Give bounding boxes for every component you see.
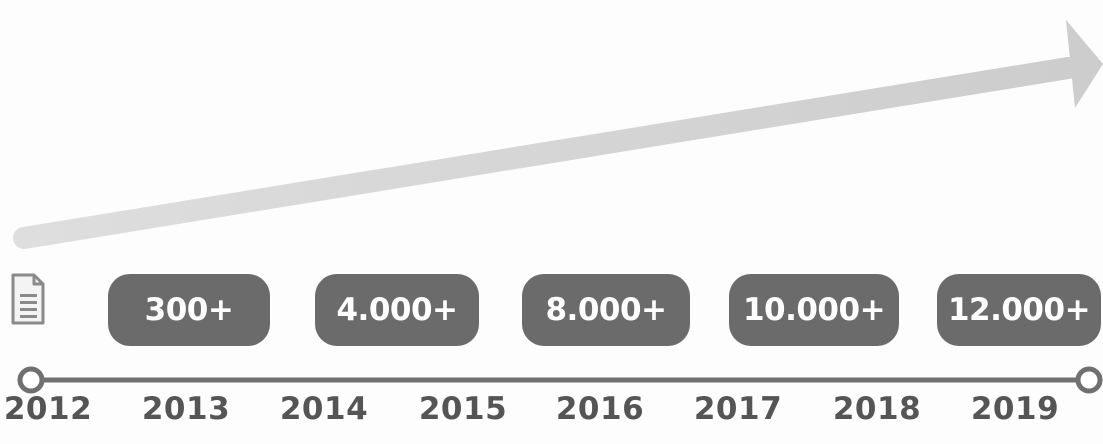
year-label-2016: 2016: [555, 391, 645, 427]
growth-arrow: [13, 20, 1103, 249]
timeline-axis: [17, 366, 1103, 394]
year-label-2018: 2018: [832, 391, 922, 427]
milestone-badge-4000: 4.000+: [315, 274, 479, 346]
year-label-2014: 2014: [279, 391, 369, 427]
timeline-end-node: [1075, 366, 1103, 394]
timeline-start-node: [17, 366, 45, 394]
document-icon: [11, 273, 45, 325]
year-label-2019: 2019: [970, 391, 1060, 427]
year-label-2012: 2012: [3, 391, 93, 427]
year-label-2017: 2017: [693, 391, 783, 427]
milestone-badge-10000: 10.000+: [729, 274, 899, 346]
year-label-2015: 2015: [418, 391, 508, 427]
milestone-badge-12000: 12.000+: [937, 274, 1101, 346]
year-label-2013: 2013: [141, 391, 231, 427]
milestone-badge-8000: 8.000+: [522, 274, 690, 346]
milestone-badge-300: 300+: [108, 274, 270, 346]
